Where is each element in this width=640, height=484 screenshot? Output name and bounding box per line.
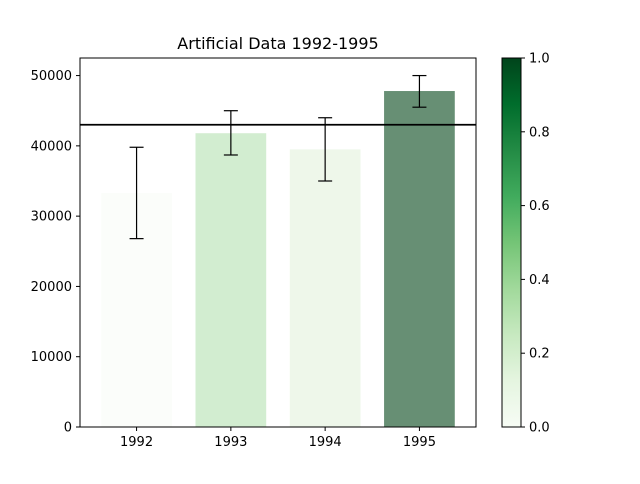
x-axis: 1992 1993 1994 1995 — [120, 427, 436, 450]
error-bars-layer — [129, 74, 427, 240]
y-tick-label: 10000 — [31, 350, 72, 365]
colorbar-tick-label: 0.0 — [529, 421, 550, 436]
y-tick-label: 50000 — [31, 69, 72, 84]
colorbar-tick-label: 0.2 — [529, 347, 550, 362]
bar-1993 — [195, 133, 267, 427]
colorbar — [501, 57, 522, 428]
colorbar-tick-label: 0.8 — [529, 125, 550, 140]
error-bar-1993 — [223, 110, 238, 156]
bar-1995 — [384, 91, 455, 427]
error-bar-1992 — [129, 146, 144, 240]
colorbar-tick-label: 0.6 — [529, 199, 550, 214]
y-axis: 0 10000 20000 30000 40000 50000 — [31, 69, 80, 436]
error-bar-1994 — [318, 117, 333, 182]
x-tick-label: 1992 — [120, 435, 153, 450]
colorbar-axis: 0.0 0.2 0.4 0.6 0.8 1.0 — [521, 52, 550, 436]
plot-frame — [79, 57, 477, 428]
y-tick-label: 0 — [64, 421, 72, 436]
x-tick-label: 1993 — [214, 435, 247, 450]
x-tick-label: 1995 — [403, 435, 436, 450]
error-bar-1995 — [412, 74, 427, 108]
y-tick-label: 40000 — [31, 139, 72, 154]
y-tick-label: 20000 — [31, 280, 72, 295]
chart-title: Artificial Data 1992-1995 — [177, 34, 378, 53]
colorbar-tick-label: 1.0 — [529, 52, 550, 67]
colorbar-tick-label: 0.4 — [529, 273, 550, 288]
x-tick-label: 1994 — [309, 435, 342, 450]
bars-layer — [101, 91, 455, 427]
y-tick-label: 30000 — [31, 210, 72, 225]
bar-1994 — [289, 149, 361, 427]
